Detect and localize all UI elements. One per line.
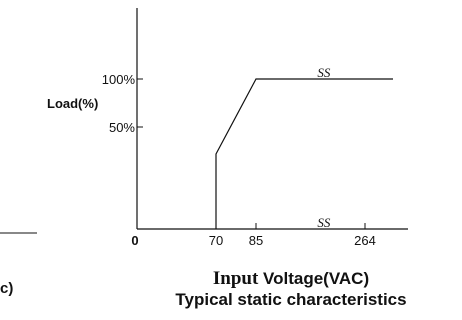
annotation-ss-lower: SS <box>317 215 331 230</box>
x-axis-title-rest: Voltage(VAC) <box>263 269 370 288</box>
y-tick-label-50: 50% <box>109 120 135 135</box>
x-axis-title: Input Voltage(VAC) <box>120 268 462 290</box>
x-axis-title-bold: Input <box>212 268 259 289</box>
x-tick-label-264: 264 <box>354 233 376 248</box>
left-chart-clipped-label: c) <box>0 280 14 297</box>
x-tick-label-0: 0 <box>131 233 138 248</box>
x-tick-label-70: 70 <box>209 233 223 248</box>
chart-title: Typical static characteristics <box>175 290 407 309</box>
annotation-ss-upper: SS <box>317 65 331 80</box>
series-line <box>215 78 393 229</box>
x-tick-label-85: 85 <box>249 233 263 248</box>
y-tick-label-100: 100% <box>102 72 136 87</box>
y-axis-label: Load(%) <box>47 96 98 111</box>
